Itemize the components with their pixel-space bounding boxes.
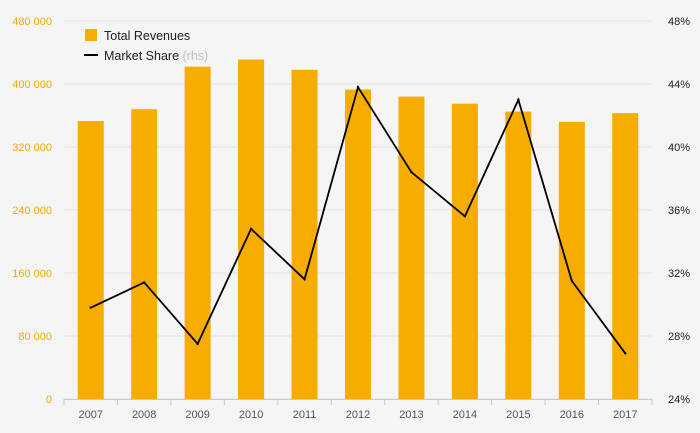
y-left-tick-label: 160 000 [12, 268, 52, 280]
x-tick-label: 2012 [346, 409, 370, 421]
y-right-tick-label: 44% [668, 79, 690, 91]
y-right-tick-label: 36% [668, 205, 690, 217]
x-tick-label: 2009 [185, 409, 209, 421]
market-share-point[interactable] [624, 352, 627, 355]
market-share-point[interactable] [410, 171, 413, 174]
y-right-tick-label: 28% [668, 331, 690, 343]
legend-swatch-total-revenues [85, 29, 97, 41]
bar[interactable] [451, 103, 478, 399]
market-share-point[interactable] [517, 98, 520, 101]
x-tick-label: 2007 [78, 409, 102, 421]
y-left-tick-label: 400 000 [12, 79, 52, 91]
y-left-tick-label: 320 000 [12, 142, 52, 154]
market-share-point[interactable] [89, 306, 92, 309]
x-tick-label: 2015 [506, 409, 530, 421]
market-share-point[interactable] [142, 281, 146, 284]
legend-label-rhs-note: (rhs) [183, 49, 209, 63]
x-tick-label: 2014 [453, 409, 477, 421]
bar[interactable] [558, 121, 585, 400]
bar[interactable] [77, 121, 104, 399]
y-left-tick-label: 0 [46, 394, 52, 406]
legend-label-total-revenues: Total Revenues [104, 29, 190, 43]
x-tick-label: 2017 [613, 409, 637, 421]
y-right-tick-label: 32% [668, 268, 690, 280]
x-tick-label: 2011 [293, 409, 317, 421]
bar[interactable] [612, 113, 639, 399]
bar[interactable] [184, 66, 211, 400]
y-left-tick-label: 480 000 [12, 16, 52, 28]
market-share-point[interactable] [570, 279, 574, 283]
market-share-point[interactable] [356, 85, 360, 89]
market-share-point[interactable] [463, 215, 467, 218]
y-right-tick-label: 40% [668, 142, 690, 154]
bar[interactable] [398, 96, 425, 399]
legend-label-market-share: Market Share (rhs) [104, 49, 208, 63]
bar[interactable] [505, 111, 532, 399]
y-right-tick-label: 48% [668, 16, 690, 28]
x-tick-label: 2016 [560, 409, 584, 421]
bar[interactable] [345, 89, 371, 399]
market-share-point[interactable] [249, 227, 253, 231]
x-tick-label: 2013 [399, 409, 423, 421]
y-left-tick-label: 80 000 [18, 331, 52, 343]
x-tick-label: 2010 [239, 409, 263, 421]
bar[interactable] [131, 109, 158, 399]
market-share-point[interactable] [196, 342, 199, 346]
bar[interactable] [291, 69, 318, 399]
market-share-point[interactable] [303, 278, 306, 281]
x-tick-label: 2008 [132, 409, 156, 421]
y-right-tick-label: 24% [668, 394, 690, 406]
y-left-tick-label: 240 000 [12, 205, 52, 217]
